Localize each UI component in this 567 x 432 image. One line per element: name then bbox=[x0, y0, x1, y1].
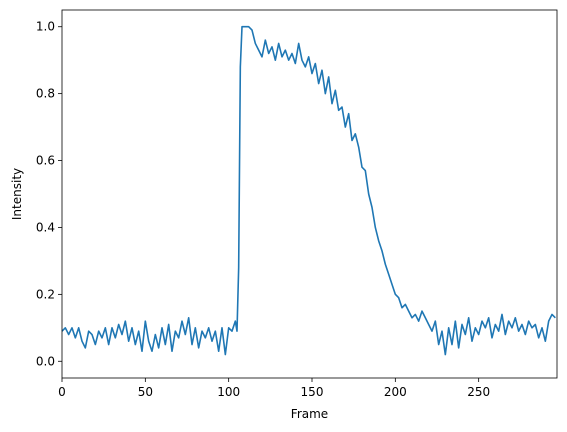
series-line-0 bbox=[61, 25, 556, 356]
x-tick-label: 200 bbox=[384, 385, 407, 399]
y-tick-label: 0.2 bbox=[36, 287, 55, 301]
y-axis-ticks: 0.0 0.2 0.4 0.6 0.8 1.0 bbox=[36, 20, 62, 368]
x-tick-label: 250 bbox=[467, 385, 490, 399]
y-tick-label: 0.8 bbox=[36, 87, 55, 101]
x-tick-label: 150 bbox=[301, 385, 324, 399]
x-axis-ticks: 0 50 100 150 200 250 bbox=[58, 378, 490, 399]
y-tick-label: 1.0 bbox=[36, 20, 55, 34]
y-tick-label: 0.6 bbox=[36, 154, 55, 168]
plot-area bbox=[61, 25, 556, 356]
y-tick-label: 0.4 bbox=[36, 220, 55, 234]
x-tick-label: 50 bbox=[138, 385, 153, 399]
x-tick-label: 100 bbox=[217, 385, 240, 399]
x-axis-label: Frame bbox=[291, 407, 328, 421]
y-tick-label: 0.0 bbox=[36, 354, 55, 368]
y-axis-label: Intensity bbox=[10, 168, 24, 220]
axes-frame bbox=[61, 9, 558, 379]
x-tick-label: 0 bbox=[58, 385, 66, 399]
